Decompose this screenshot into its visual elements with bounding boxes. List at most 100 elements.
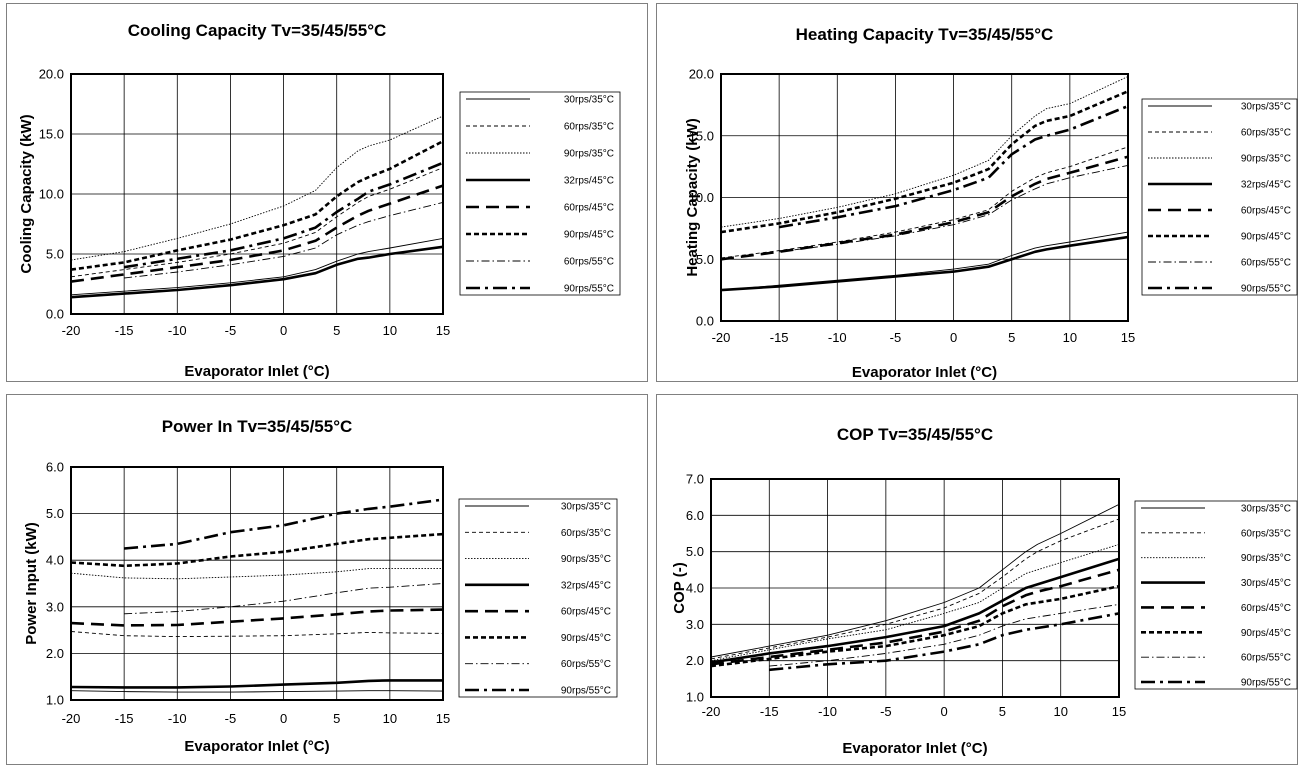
x-tick-label: -5: [225, 711, 237, 726]
series-line: [711, 518, 1119, 660]
series-line: [124, 201, 443, 279]
x-tick-label: 5: [333, 711, 340, 726]
legend-label: 60rps/35°C: [1241, 528, 1291, 539]
chart-panel-heating-capacity: Heating Capacity Tv=35/45/55°C -20 -15 -10 -…: [656, 3, 1298, 382]
x-tick-label: 0: [280, 711, 287, 726]
legend-label: 60rps/55°C: [1241, 653, 1291, 664]
chart-cooling-capacity-svg: Cooling Capacity Tv=35/45/55°C -20 -15 -10 -…: [18, 21, 621, 380]
legend-label: 90rps/55°C: [564, 284, 614, 295]
y-tick-label: 15.0: [39, 127, 64, 142]
legend-label: 60rps/35°C: [564, 122, 614, 133]
x-tick-label: -20: [712, 330, 731, 345]
series-line: [123, 498, 443, 550]
y-tick-label: 5.0: [686, 544, 704, 559]
x-tick-label: 15: [1121, 330, 1135, 345]
legend-label: 90rps/35°C: [564, 149, 614, 160]
x-tick-label: -15: [115, 323, 134, 338]
legend-label: 32rps/45°C: [561, 580, 611, 591]
x-tick-label: 5: [333, 323, 340, 338]
series-line: [71, 631, 443, 638]
series-line: [71, 184, 443, 283]
y-tick-label: 7.0: [686, 472, 704, 487]
legend-label: 30rps/35°C: [1241, 102, 1291, 113]
y-tick-label: 1.0: [686, 690, 704, 705]
series-line: [711, 557, 1119, 664]
plot-frame: [70, 73, 444, 315]
x-tick-label: 5: [999, 704, 1006, 719]
series-line: [71, 608, 443, 627]
x-tick-label: -10: [168, 323, 187, 338]
x-tick-label: 10: [1063, 330, 1077, 345]
legend-label: 60rps/55°C: [561, 659, 611, 670]
x-tick-label: -5: [890, 330, 902, 345]
y-tick-label: 5.0: [46, 247, 64, 262]
legend-label: 90rps/55°C: [1241, 284, 1291, 295]
legend-label: 60rps/55°C: [564, 257, 614, 268]
legend-label: 90rps/35°C: [561, 554, 611, 565]
legend-label: 90rps/55°C: [1241, 678, 1291, 689]
chart-heating-capacity-svg: Heating Capacity Tv=35/45/55°C -20 -15 -10 -…: [684, 25, 1298, 381]
legend-label: 90rps/55°C: [561, 686, 611, 697]
plot-frame: [710, 478, 1120, 698]
series-line: [71, 237, 443, 296]
plot-frame: [720, 73, 1129, 322]
y-axis-title: Heating Capacity (kW): [684, 118, 701, 276]
legend-label: 60rps/45°C: [561, 607, 611, 618]
x-tick-label: -20: [62, 323, 81, 338]
series-line: [71, 245, 443, 299]
x-axis-title: Evaporator Inlet (°C): [852, 364, 997, 381]
chart-power-input-svg: Power In Tv=35/45/55°C -20 -15 -10 -5 0 5 10 15 1…: [23, 417, 618, 755]
legend-label: 60rps/45°C: [564, 203, 614, 214]
series-line: [721, 235, 1128, 292]
x-tick-label: -10: [818, 704, 837, 719]
y-axis-title: Power Input (kW): [23, 522, 40, 645]
y-tick-label: 3.0: [686, 617, 704, 632]
series-line: [71, 532, 443, 568]
legend-label: 60rps/45°C: [1241, 206, 1291, 217]
x-tick-label: -15: [770, 330, 789, 345]
y-tick-label: 1.0: [46, 693, 64, 708]
chart-title: COP Tv=35/45/55°C: [837, 425, 993, 444]
x-tick-label: 15: [1112, 704, 1126, 719]
x-tick-label: 0: [950, 330, 957, 345]
series-line: [123, 161, 443, 269]
series-line: [721, 155, 1128, 261]
legend-label: 90rps/45°C: [1241, 232, 1291, 243]
series-line: [71, 690, 443, 693]
chart-title: Cooling Capacity Tv=35/45/55°C: [128, 21, 387, 40]
y-tick-label: 5.0: [46, 506, 64, 521]
x-tick-label: 10: [383, 323, 397, 338]
legend-label: 32rps/45°C: [564, 176, 614, 187]
chart-panel-power-input: Power In Tv=35/45/55°C -20 -15 -10 -5 0 5 10 15 1…: [6, 394, 648, 765]
series-line: [71, 679, 443, 689]
series-line: [769, 612, 1119, 672]
legend-label: 30rps/45°C: [1241, 578, 1291, 589]
y-tick-label: 10.0: [39, 187, 64, 202]
series-group: [711, 503, 1119, 672]
x-tick-label: 10: [1053, 704, 1067, 719]
series-line: [124, 583, 443, 615]
plot-area: [71, 467, 443, 700]
y-tick-label: 10.0: [689, 190, 714, 205]
x-tick-label: 15: [436, 323, 450, 338]
x-tick-label: -20: [62, 711, 81, 726]
y-tick-label: 6.0: [686, 508, 704, 523]
series-line: [711, 503, 1119, 658]
x-tick-label: -10: [168, 711, 187, 726]
chart-panel-cooling-capacity: Cooling Capacity Tv=35/45/55°C -20 -15 -10 -…: [6, 3, 648, 382]
series-line: [711, 584, 1119, 668]
series-line: [769, 603, 1119, 667]
x-tick-label: -20: [702, 704, 721, 719]
series-line: [711, 568, 1119, 666]
legend-label: 32rps/45°C: [1241, 180, 1291, 191]
y-tick-label: 4.0: [46, 553, 64, 568]
series-line: [71, 167, 443, 278]
x-tick-label: -10: [828, 330, 847, 345]
legend-label: 60rps/35°C: [1241, 128, 1291, 139]
y-tick-label: 20.0: [689, 67, 714, 82]
legend-label: 60rps/45°C: [1241, 603, 1291, 614]
x-tick-label: 15: [436, 711, 450, 726]
x-tick-label: 0: [280, 323, 287, 338]
legend-label: 90rps/35°C: [1241, 154, 1291, 165]
legend-box: [1134, 500, 1298, 690]
